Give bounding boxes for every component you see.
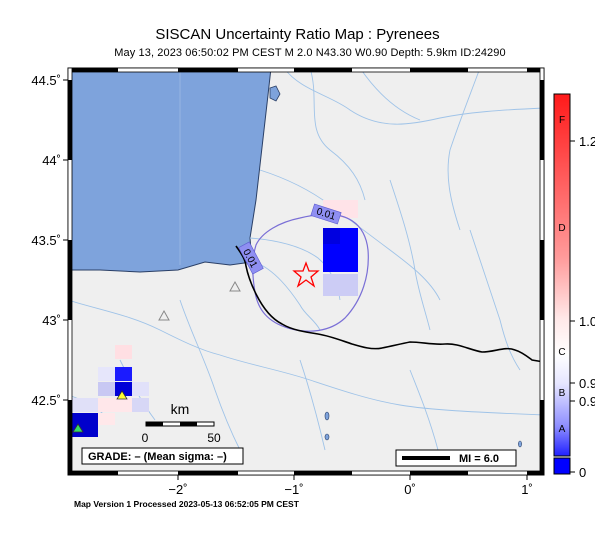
stations bbox=[72, 280, 241, 433]
lat-label: 43˚ bbox=[42, 313, 61, 328]
cell bbox=[98, 413, 115, 425]
colorbar-grade: B bbox=[559, 388, 566, 399]
cell bbox=[115, 382, 132, 396]
cell bbox=[98, 367, 115, 381]
mi-box: MI = 6.0 bbox=[395, 449, 517, 467]
cell bbox=[68, 413, 98, 437]
scale-fifty: 50 bbox=[207, 431, 221, 445]
colorbar-grade: A bbox=[559, 424, 566, 435]
cell bbox=[115, 367, 132, 381]
station-triangle-icon bbox=[229, 280, 241, 292]
cell bbox=[98, 398, 132, 412]
epicenter-star-icon bbox=[292, 261, 320, 288]
colorbar: 1.2 1.0 0.9 0.9 0 F D C B A bbox=[553, 93, 595, 480]
cell bbox=[132, 398, 149, 412]
lat-label: 44˚ bbox=[42, 153, 61, 168]
scale-bar: km 0 50 bbox=[142, 401, 221, 445]
sea bbox=[68, 68, 272, 273]
lon-label: 1˚ bbox=[521, 482, 533, 497]
cell bbox=[323, 228, 340, 244]
cell bbox=[323, 244, 358, 272]
colorbar-value: 1.0 bbox=[579, 314, 595, 329]
uncertainty-cells-sw bbox=[68, 345, 149, 437]
lon-label: −1˚ bbox=[284, 482, 303, 497]
station-triangle-icon bbox=[116, 390, 128, 400]
contour-label-box: 0.01 bbox=[310, 203, 342, 225]
cell bbox=[132, 382, 149, 396]
uncertainty-contour bbox=[252, 213, 369, 332]
colorbar-value: 1.2 bbox=[579, 134, 595, 149]
cell bbox=[323, 274, 358, 296]
lon-label: 0˚ bbox=[404, 482, 416, 497]
colorbar-grade: D bbox=[558, 223, 565, 234]
cell bbox=[68, 398, 98, 412]
colorbar-zero-swatch bbox=[553, 457, 571, 475]
reservoirs bbox=[324, 411, 522, 448]
lagoon bbox=[269, 85, 281, 102]
cell bbox=[340, 228, 358, 244]
colorbar-value: 0.9 bbox=[579, 394, 595, 409]
map-title: SISCAN Uncertainty Ratio Map : Pyrenees bbox=[155, 26, 440, 43]
lat-label: 42.5˚ bbox=[31, 393, 61, 408]
map-frame bbox=[63, 67, 545, 480]
grade-box: GRADE: – (Mean sigma: –) bbox=[81, 447, 244, 465]
colorbar-value: 0 bbox=[579, 465, 586, 480]
scale-zero: 0 bbox=[142, 431, 149, 445]
lon-label: −2˚ bbox=[168, 482, 187, 497]
country-border bbox=[235, 245, 544, 363]
lat-labels: 44.5˚ 44˚ 43.5˚ 43˚ 42.5˚ bbox=[31, 73, 61, 408]
lon-labels: −2˚ −1˚ 0˚ 1˚ bbox=[168, 482, 532, 497]
footer-processed: Map Version 1 Processed 2023-05-13 06:52… bbox=[74, 499, 299, 509]
scale-unit: km bbox=[171, 401, 190, 417]
mi-text: MI = 6.0 bbox=[459, 453, 499, 465]
cell bbox=[98, 382, 115, 396]
colorbar-grade: C bbox=[558, 347, 565, 358]
uncertainty-cells bbox=[323, 200, 358, 296]
lat-label: 43.5˚ bbox=[31, 233, 61, 248]
lat-label: 44.5˚ bbox=[31, 73, 61, 88]
colorbar-grade: F bbox=[559, 115, 565, 126]
map-area: 0.01 0.01 km 0 50 GRADE: – (Mean sigma: … bbox=[68, 68, 544, 475]
colorbar-value: 0.9 bbox=[579, 376, 595, 391]
cell bbox=[115, 345, 132, 359]
station-triangle-icon bbox=[158, 309, 170, 321]
grade-text: GRADE: – (Mean sigma: –) bbox=[88, 451, 227, 463]
event-subtitle: May 13, 2023 06:50:02 PM CEST M 2.0 N43.… bbox=[114, 47, 506, 59]
station-triangle-icon bbox=[72, 423, 84, 433]
